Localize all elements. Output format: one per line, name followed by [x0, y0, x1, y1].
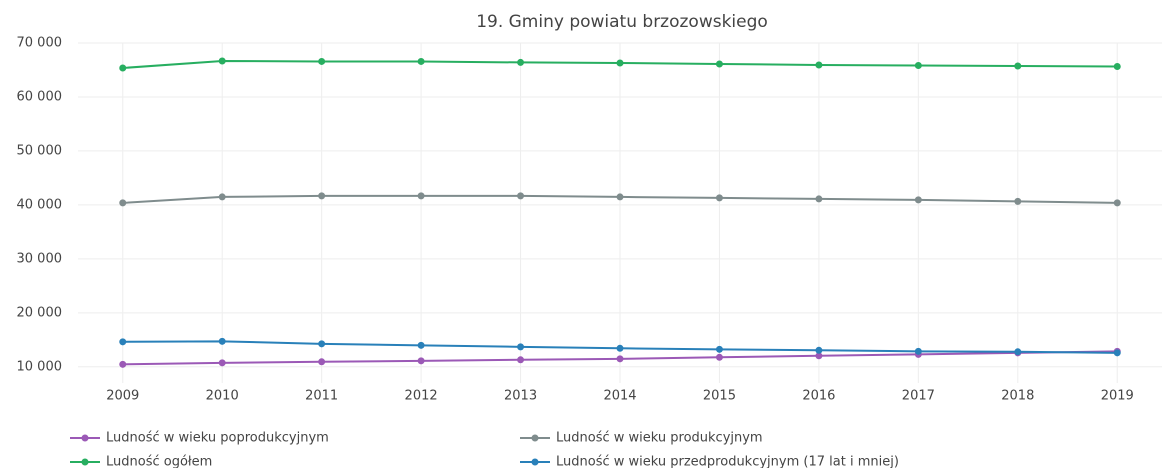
- data-point: [119, 338, 127, 346]
- data-point: [1014, 197, 1022, 205]
- data-point: [417, 57, 425, 65]
- data-point: [517, 58, 525, 66]
- x-tick-label: 2016: [802, 389, 835, 404]
- data-point: [914, 347, 922, 355]
- x-tick-label: 2019: [1101, 389, 1134, 404]
- x-tick-label: 2013: [504, 389, 537, 404]
- data-point: [119, 360, 127, 368]
- x-tick-label: 2017: [902, 389, 935, 404]
- data-point: [1113, 62, 1121, 70]
- data-point: [616, 344, 624, 352]
- data-point: [815, 352, 823, 360]
- data-point: [1113, 349, 1121, 357]
- data-point: [119, 199, 127, 207]
- data-point: [1014, 348, 1022, 356]
- data-point: [517, 356, 525, 364]
- x-tick-label: 2014: [603, 389, 636, 404]
- data-point: [1113, 199, 1121, 207]
- data-point: [218, 57, 226, 65]
- data-point: [616, 59, 624, 67]
- data-point: [417, 341, 425, 349]
- legend-label: Ludność w wieku przedprodukcyjnym (17 la…: [556, 455, 899, 468]
- y-tick-label: 10 000: [17, 359, 63, 374]
- data-point: [318, 57, 326, 65]
- data-point: [715, 60, 723, 68]
- data-point: [218, 193, 226, 201]
- legend-swatch: [531, 434, 539, 442]
- data-point: [914, 62, 922, 70]
- x-tick-label: 2011: [305, 389, 338, 404]
- y-tick-label: 30 000: [17, 251, 63, 266]
- legend-swatch: [81, 434, 89, 442]
- legend-label: Ludność w wieku poprodukcyjnym: [106, 431, 329, 446]
- y-tick-label: 40 000: [17, 197, 63, 212]
- legend-swatch: [81, 458, 89, 466]
- x-tick-label: 2015: [703, 389, 736, 404]
- data-point: [616, 193, 624, 201]
- data-point: [715, 345, 723, 353]
- y-tick-label: 50 000: [17, 143, 63, 158]
- data-point: [715, 353, 723, 361]
- data-point: [815, 346, 823, 354]
- data-point: [616, 355, 624, 363]
- x-tick-label: 2012: [405, 389, 438, 404]
- legend-label: Ludność w wieku produkcyjnym: [556, 431, 763, 446]
- y-tick-label: 60 000: [17, 89, 63, 104]
- data-point: [318, 192, 326, 200]
- data-point: [517, 192, 525, 200]
- data-point: [417, 357, 425, 365]
- data-point: [318, 358, 326, 366]
- data-point: [318, 340, 326, 348]
- x-tick-label: 2018: [1001, 389, 1034, 404]
- data-point: [218, 337, 226, 345]
- x-tick-label: 2010: [206, 389, 239, 404]
- data-point: [119, 64, 127, 72]
- data-point: [715, 194, 723, 202]
- chart-title: 19. Gminy powiatu brzozowskiego: [476, 12, 768, 32]
- x-tick-label: 2009: [106, 389, 139, 404]
- legend-label: Ludność ogółem: [106, 455, 212, 468]
- y-tick-label: 20 000: [17, 305, 63, 320]
- data-point: [914, 196, 922, 204]
- data-point: [417, 192, 425, 200]
- y-tick-label: 70 000: [17, 36, 63, 51]
- data-point: [815, 195, 823, 203]
- data-point: [218, 359, 226, 367]
- legend-swatch: [531, 458, 539, 466]
- data-point: [517, 343, 525, 351]
- data-point: [1014, 62, 1022, 70]
- data-point: [815, 61, 823, 69]
